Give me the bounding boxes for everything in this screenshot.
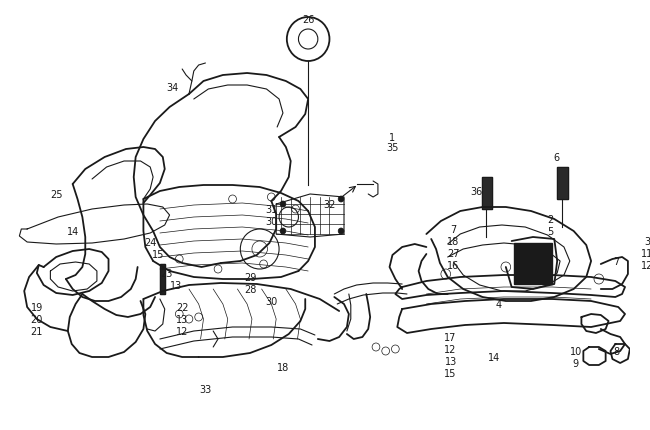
Text: 6: 6	[553, 153, 559, 163]
Text: 34: 34	[166, 83, 179, 93]
Text: 9: 9	[573, 358, 578, 368]
Text: 13: 13	[170, 280, 183, 290]
Text: 35: 35	[386, 143, 398, 153]
Circle shape	[338, 197, 344, 203]
Circle shape	[280, 228, 286, 234]
Text: 18: 18	[447, 237, 460, 246]
Text: 15: 15	[151, 249, 164, 259]
Polygon shape	[482, 178, 492, 209]
Text: 11: 11	[641, 249, 650, 258]
Text: 13: 13	[176, 314, 188, 324]
Text: 14: 14	[488, 352, 500, 362]
Text: 12: 12	[445, 344, 457, 354]
Text: 33: 33	[200, 384, 211, 394]
Text: 32: 32	[323, 200, 335, 209]
Circle shape	[338, 228, 344, 234]
Polygon shape	[557, 168, 568, 200]
Text: 30: 30	[265, 296, 278, 306]
Text: 4: 4	[496, 299, 502, 309]
Text: 24: 24	[144, 237, 157, 247]
Text: 29: 29	[244, 272, 256, 283]
Text: 19: 19	[31, 302, 43, 312]
Text: 12: 12	[641, 261, 650, 270]
Text: 5: 5	[547, 227, 554, 237]
Text: 7: 7	[613, 256, 619, 266]
Text: 13: 13	[445, 356, 457, 366]
Text: 30: 30	[265, 216, 278, 227]
Text: 21: 21	[31, 326, 43, 336]
Polygon shape	[514, 243, 552, 284]
Text: 15: 15	[445, 368, 457, 378]
Text: 3: 3	[644, 237, 650, 246]
Text: 12: 12	[176, 326, 188, 336]
Text: 28: 28	[244, 284, 256, 294]
Polygon shape	[160, 264, 164, 294]
Text: 27: 27	[447, 249, 460, 258]
Text: 22: 22	[176, 302, 188, 312]
Text: 1: 1	[389, 133, 395, 143]
Text: 8: 8	[613, 346, 619, 356]
Text: 26: 26	[302, 15, 315, 25]
Text: 36: 36	[471, 187, 483, 197]
Text: 16: 16	[447, 261, 460, 270]
Text: 10: 10	[569, 346, 582, 356]
Circle shape	[280, 202, 286, 208]
Text: 23: 23	[161, 268, 173, 278]
Text: 17: 17	[445, 332, 457, 342]
Text: 7: 7	[450, 224, 457, 234]
Text: 31: 31	[265, 205, 278, 215]
Text: 25: 25	[50, 190, 62, 200]
Text: 2: 2	[547, 215, 554, 224]
Text: 20: 20	[31, 314, 43, 324]
Text: 14: 14	[66, 227, 79, 237]
Text: 18: 18	[277, 362, 289, 372]
